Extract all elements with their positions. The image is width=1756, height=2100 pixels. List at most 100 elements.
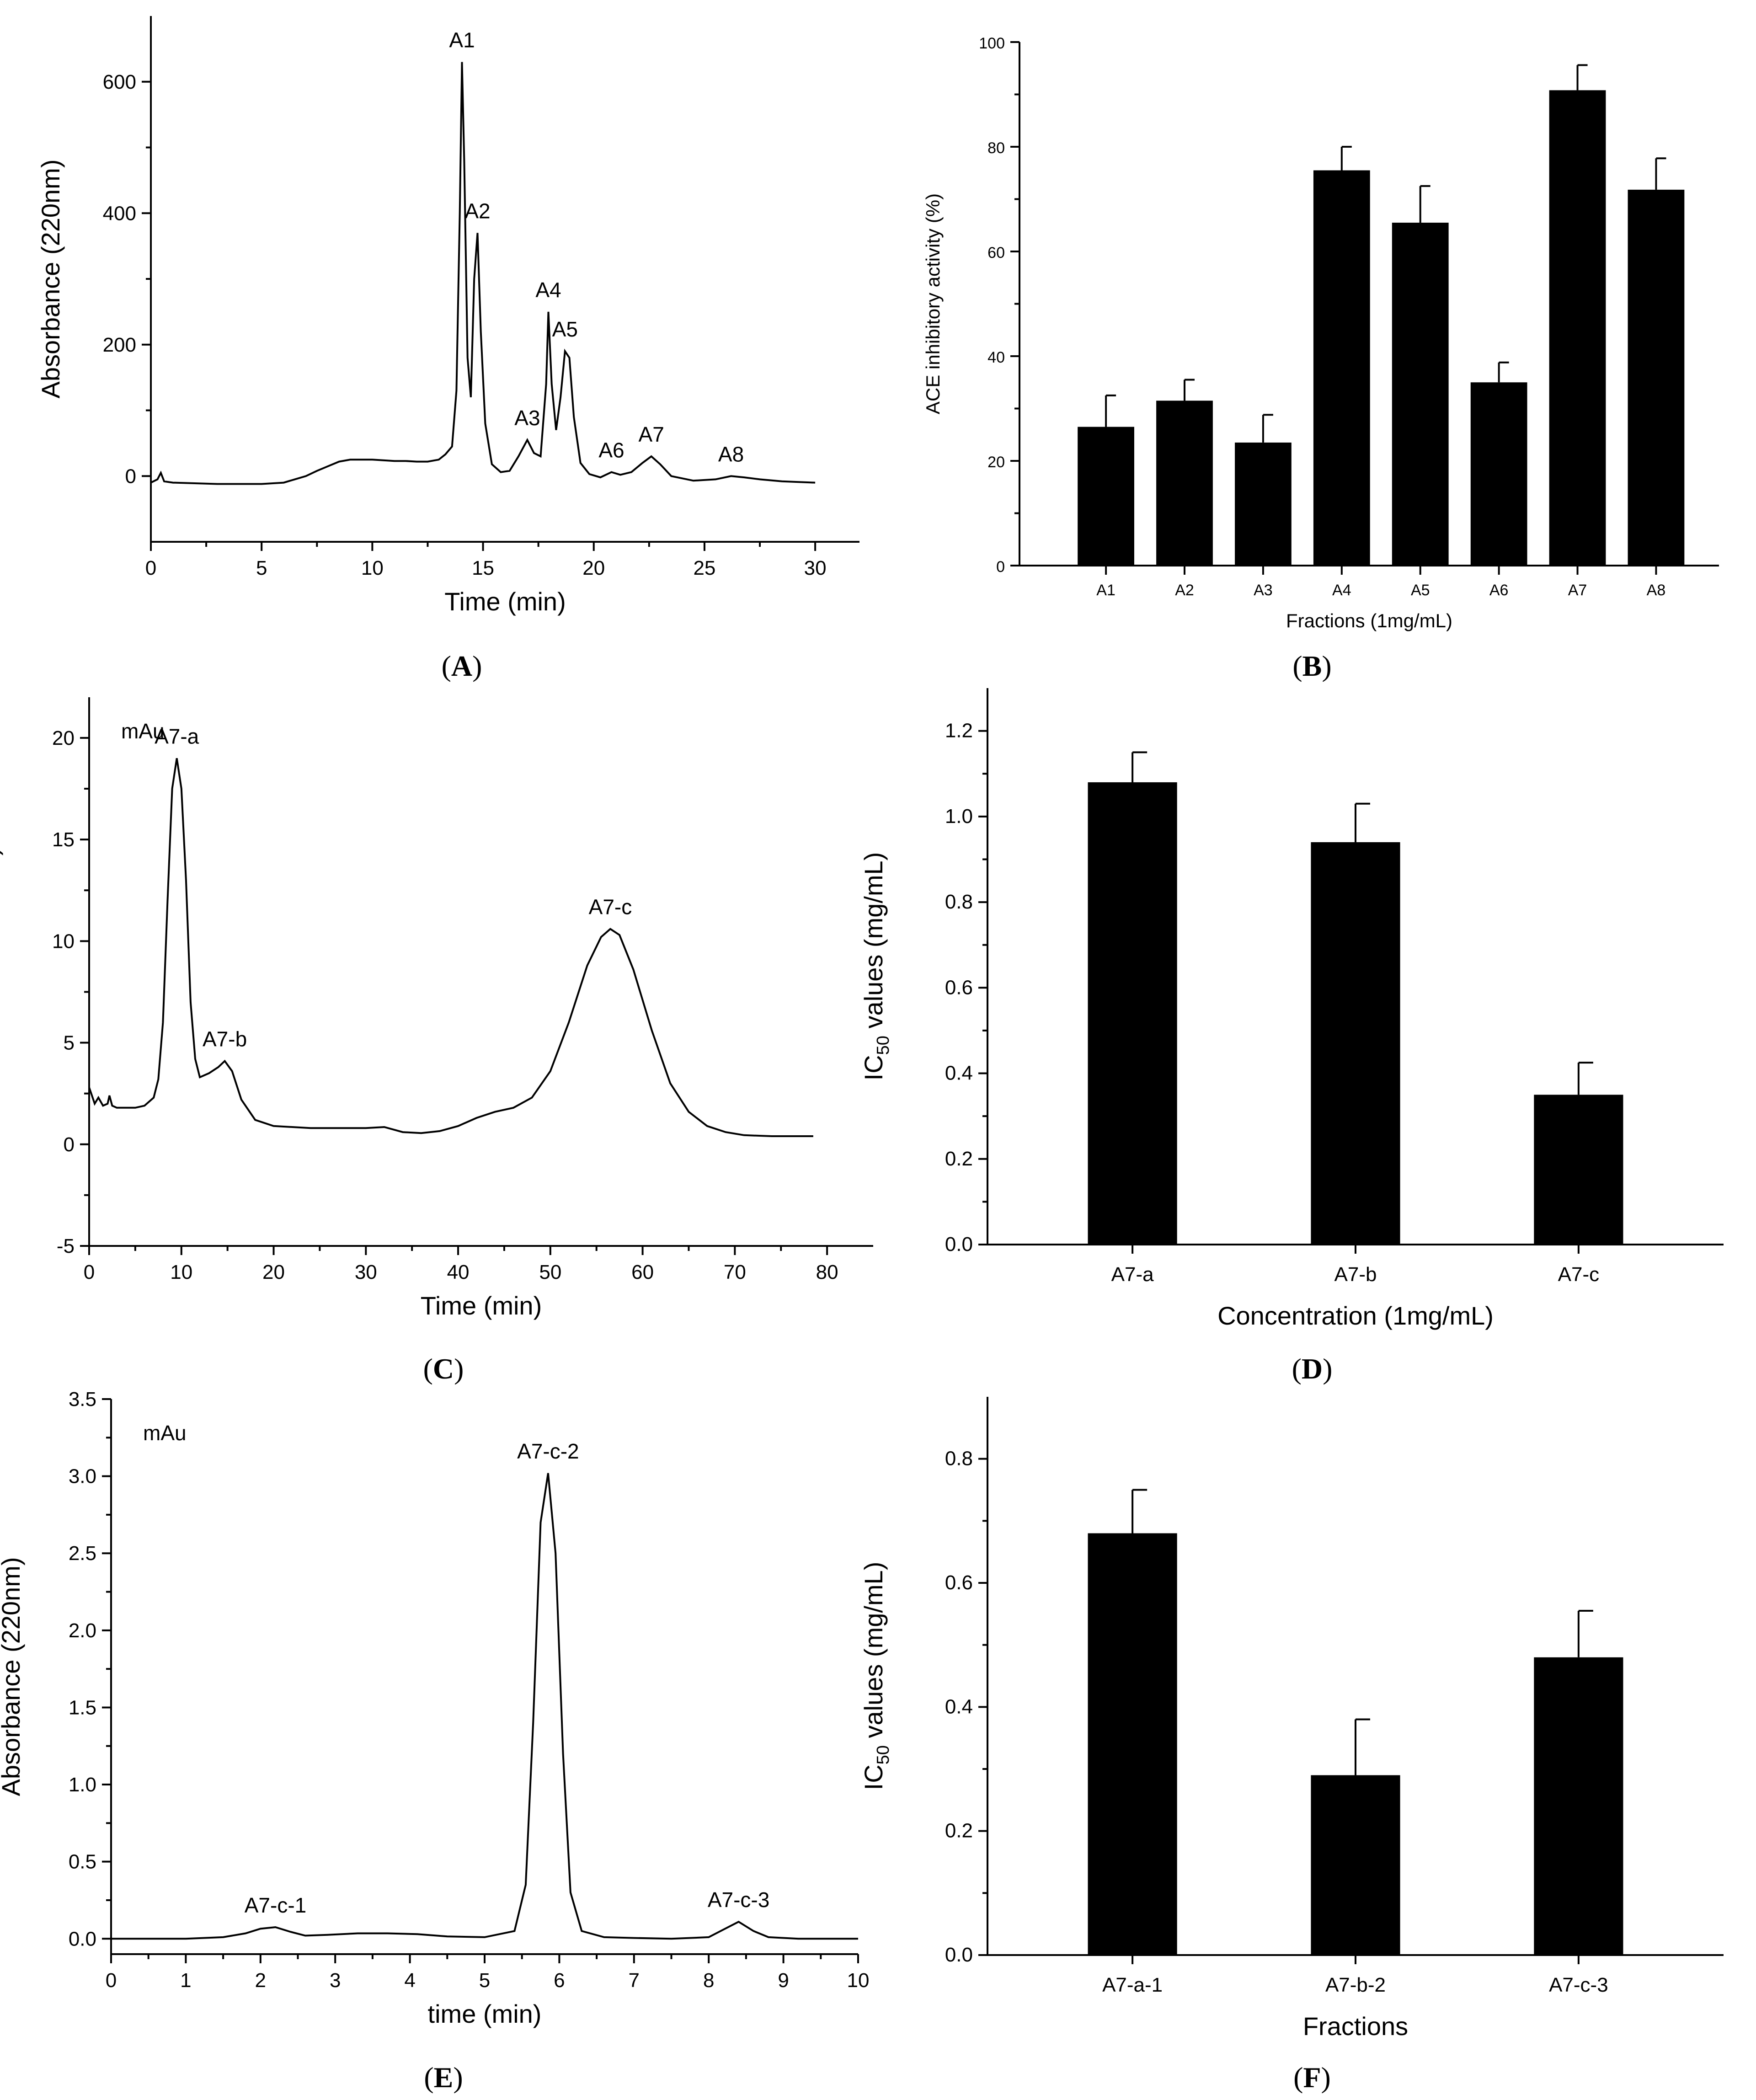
x-tick-label: A8	[1647, 582, 1666, 599]
y-tick-label: 1.5	[69, 1696, 96, 1719]
y-tick-label: 0	[64, 1133, 75, 1156]
unit-label: mAu	[143, 1421, 187, 1445]
x-tick-label: 20	[262, 1261, 285, 1283]
x-axis-title: Time (min)	[421, 1291, 542, 1320]
y-axis-title: IC50 values (mg/mL)	[859, 1562, 893, 1790]
peak-label: A7	[639, 422, 664, 446]
peak-label: A6	[598, 438, 624, 462]
panel-label-letter: F	[1303, 2061, 1321, 2094]
x-tick-label: A7	[1568, 582, 1587, 599]
y-axis-title-rest: values (mg/mL)	[859, 852, 888, 1036]
panel-label: (D)	[1292, 1352, 1333, 1385]
y-axis-title: Absorbance（220nm)	[0, 847, 3, 1096]
x-tick-label: 40	[447, 1261, 470, 1283]
panel-label-open: (	[424, 2061, 433, 2094]
x-tick-label: 6	[554, 1969, 565, 1992]
panel-a-chromatogram: 0 5 10 15 20 25 30 0 200 400 600 Time (min) Absorban…	[36, 16, 859, 682]
y-tick-label: 400	[103, 202, 136, 224]
x-tick-label: A7-c-3	[1549, 1974, 1608, 1996]
y-tick-label: 0.6	[945, 976, 973, 999]
x-tick-label: 7	[629, 1969, 640, 1992]
panel-label-open: (	[442, 650, 451, 682]
y-tick-label: 5	[64, 1032, 75, 1054]
panel-label: (C)	[423, 1352, 464, 1385]
peak-label: A1	[449, 28, 475, 52]
panel-label-open: (	[1292, 1352, 1302, 1385]
chromatogram-line	[150, 62, 816, 485]
y-axis-title: Absorbance (220nm)	[0, 1557, 25, 1796]
panel-label-close: )	[1322, 650, 1331, 682]
panel-label-close: )	[472, 650, 482, 682]
y-tick-label: 20	[987, 454, 1005, 471]
y-axis-title-sub: 50	[874, 1036, 893, 1055]
x-tick-label: 20	[582, 557, 605, 579]
x-tick-label: A1	[1096, 582, 1116, 599]
panel-label-close: )	[1323, 1352, 1332, 1385]
y-tick-label: 0.6	[945, 1571, 973, 1594]
x-tick-label: A5	[1411, 582, 1430, 599]
y-axis-title: Absorbance (220nm)	[36, 160, 65, 399]
y-tick-label: 2.0	[69, 1619, 96, 1642]
x-tick-label: 50	[539, 1261, 561, 1283]
y-tick-label: 0.8	[945, 1448, 973, 1470]
bar-a4	[1313, 170, 1370, 566]
x-tick-label: A7-a-1	[1102, 1974, 1163, 1996]
panel-label-close: )	[453, 2061, 463, 2094]
bar-a5	[1392, 223, 1449, 566]
x-tick-label: 3	[330, 1969, 341, 1992]
y-tick-label: 100	[979, 35, 1005, 52]
x-tick-label: A7-a	[1111, 1263, 1154, 1286]
x-axis-title: Fractions	[1303, 2012, 1408, 2041]
x-tick-label: A3	[1254, 582, 1273, 599]
peak-label: A3	[514, 406, 540, 430]
panel-label-open: (	[1293, 2061, 1303, 2094]
panel-label: (F)	[1293, 2061, 1331, 2094]
y-tick-label: 15	[52, 828, 75, 851]
x-tick-label: 80	[816, 1261, 838, 1283]
y-tick-label: 60	[987, 244, 1005, 262]
panel-label-letter: C	[433, 1352, 454, 1385]
y-tick-label: 0.2	[945, 1148, 973, 1170]
y-tick-label: 2.5	[69, 1542, 96, 1565]
bar-a2	[1156, 401, 1213, 566]
panel-label-letter: D	[1302, 1352, 1323, 1385]
peak-label: A4	[535, 278, 561, 302]
panel-label-letter: E	[434, 2061, 454, 2094]
y-tick-label: 0.0	[945, 1944, 973, 1966]
panel-label: (E)	[424, 2061, 463, 2094]
x-axis-title: time (min)	[428, 1999, 542, 2028]
panel-d-ic50-bar-chart: 0.0 0.2 0.4 0.6 0.8 1.0 1.2 A7-a A7-b A7-c Concent…	[859, 688, 1724, 1385]
y-tick-label: 80	[987, 139, 1005, 157]
panel-f-ic50-bar-chart: 0.0 0.2 0.4 0.6 0.8 A7-a-1 A7-b-2 A7-c-3 Fractio…	[859, 1397, 1724, 2094]
x-tick-label: 2	[255, 1969, 266, 1992]
bar-a7-c-3	[1534, 1657, 1623, 1955]
x-tick-label: A2	[1175, 582, 1194, 599]
peak-label: A7-a	[155, 724, 199, 748]
y-tick-label: 20	[52, 727, 75, 749]
y-tick-label: -5	[57, 1235, 75, 1257]
x-tick-label: 30	[804, 557, 827, 579]
y-tick-label: 1.0	[69, 1774, 96, 1796]
x-tick-label: 8	[703, 1969, 714, 1992]
x-tick-label: 25	[693, 557, 715, 579]
x-tick-label: A7-b	[1334, 1263, 1377, 1286]
unit-label: mAu	[121, 719, 165, 743]
peak-label: A2	[464, 199, 490, 223]
x-tick-label: 0	[145, 557, 156, 579]
y-tick-label: 600	[103, 71, 136, 93]
chromatogram-line	[111, 1473, 858, 1940]
y-tick-label: 0.0	[945, 1233, 973, 1256]
x-axis-title: Concentration (1mg/mL)	[1217, 1301, 1494, 1330]
peak-label: A7-c	[589, 895, 632, 919]
x-tick-label: 9	[778, 1969, 789, 1992]
chromatogram-line	[88, 758, 813, 1137]
peak-label: A5	[552, 317, 578, 341]
panel-e-chromatogram: 0 1 2 3 4 5 6 7 8 9 10 0.0 0.5 1.0 1.5 2.0 2.5 3.0 3.5 time…	[0, 1388, 869, 2094]
bar-a7	[1549, 90, 1606, 566]
y-tick-label: 40	[987, 349, 1005, 366]
bar-a3	[1235, 442, 1292, 566]
x-axis-title: Time (min)	[444, 587, 566, 616]
y-tick-label: 0	[125, 465, 136, 487]
y-axis-title: ACE inhibitory activity (%)	[922, 193, 944, 414]
